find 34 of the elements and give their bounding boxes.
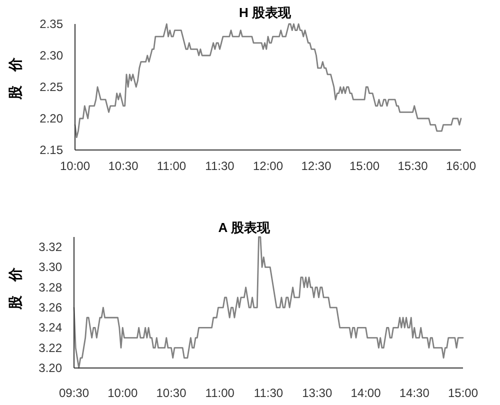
x-tick-label: 09:30	[58, 386, 90, 400]
title: A 股表现	[218, 220, 270, 235]
x-tick-label: 15:30	[398, 159, 428, 173]
y-tick-label: 3.22	[38, 340, 62, 355]
x-tick-label: 11:30	[205, 159, 234, 173]
y-tick-label: 3.20	[38, 361, 62, 375]
y-tick-label: 3.32	[38, 240, 62, 254]
y-tick-label: 3.28	[38, 280, 62, 294]
x-tick-label: 10:00	[60, 159, 90, 173]
x-tick-label: 15:00	[349, 159, 380, 173]
y-tick-label: 2.35	[40, 17, 63, 31]
x-tick-label: 10:30	[156, 386, 186, 400]
y-axis-title: 股 价	[7, 262, 23, 310]
x-tick-label: 13:30	[302, 386, 332, 400]
x-tick-label: 14:30	[399, 386, 430, 400]
x-tick-label: 14:00	[350, 386, 381, 400]
x-tick-label: 15:00	[448, 386, 478, 400]
x-tick-label: 12:00	[252, 159, 284, 173]
x-tick-label: 16:00	[446, 159, 476, 173]
x-tick-label: 11:00	[205, 386, 234, 400]
y-tick-label: 3.30	[38, 260, 62, 274]
x-tick-label: 11:00	[156, 159, 186, 173]
y-tick-label: 2.30	[40, 48, 63, 62]
y-tick-label: 3.24	[38, 320, 62, 335]
y-axis-title: 股 价	[7, 52, 23, 100]
y-tick-label: 2.20	[40, 112, 63, 126]
x-tick-label: 11:30	[254, 386, 284, 400]
title: H 股表现	[239, 5, 291, 20]
x-tick-label: 12:30	[301, 159, 332, 173]
y-tick-label: 2.25	[40, 80, 63, 94]
x-tick-label: 10:00	[108, 386, 138, 400]
x-tick-label: 10:30	[108, 159, 138, 173]
y-tick-label: 2.15	[40, 143, 63, 157]
y-tick-label: 3.26	[38, 300, 62, 315]
